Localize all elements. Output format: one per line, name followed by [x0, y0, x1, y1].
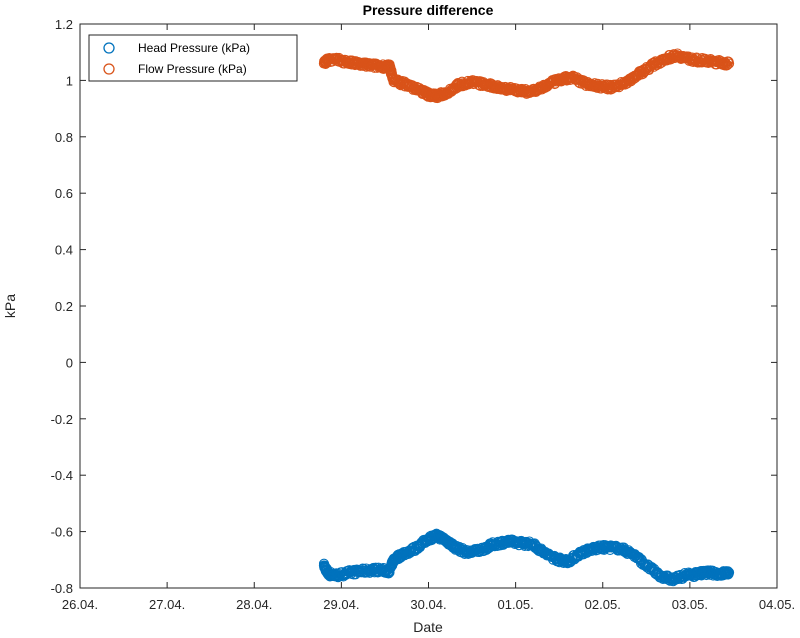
y-tick-label: -0.4	[51, 468, 73, 483]
data-point	[724, 58, 735, 69]
legend-box	[88, 34, 298, 82]
x-tick-label: 30.04.	[410, 597, 446, 612]
y-tick-label: 0.8	[55, 130, 73, 145]
y-tick-label: 0.4	[55, 243, 73, 258]
legend-label-head-pressure: Head Pressure (kPa)	[138, 41, 250, 55]
y-axis-label: kPa	[2, 294, 18, 318]
y-tick-label: -0.2	[51, 412, 73, 427]
data-series-layer	[318, 48, 735, 587]
x-tick-label: 27.04.	[149, 597, 185, 612]
legend: Head Pressure (kPa) Flow Pressure (kPa)	[88, 34, 298, 82]
series-0	[318, 528, 735, 587]
axis-ticks: 26.04. 27.04. 28.04. 29.04. 30.04. 01.05. 02.0…	[51, 17, 795, 612]
y-tick-label: 0	[66, 355, 73, 370]
legend-marker-flow-pressure	[103, 63, 115, 75]
y-tick-label: 1.2	[55, 17, 73, 32]
series-1	[318, 48, 735, 104]
plot-area	[80, 24, 777, 588]
data-point	[724, 567, 735, 578]
x-tick-label: 01.05.	[498, 597, 534, 612]
y-tick-label: 1	[66, 73, 73, 88]
x-tick-label: 03.05.	[672, 597, 708, 612]
y-tick-label: -0.6	[51, 525, 73, 540]
x-tick-label: 04.05.	[759, 597, 795, 612]
y-tick-label: 0.6	[55, 186, 73, 201]
x-tick-label: 29.04.	[323, 597, 359, 612]
x-tick-label: 26.04.	[62, 597, 98, 612]
x-tick-label: 02.05.	[585, 597, 621, 612]
x-axis-label: Date	[413, 619, 443, 635]
y-tick-label: -0.8	[51, 581, 73, 596]
x-tick-label: 28.04.	[236, 597, 272, 612]
chart-title: Pressure difference	[363, 2, 494, 18]
legend-label-flow-pressure: Flow Pressure (kPa)	[138, 62, 247, 76]
legend-marker-head-pressure	[103, 42, 115, 54]
axes-box	[79, 23, 778, 589]
y-tick-label: 0.2	[55, 299, 73, 314]
data-point	[604, 541, 615, 552]
